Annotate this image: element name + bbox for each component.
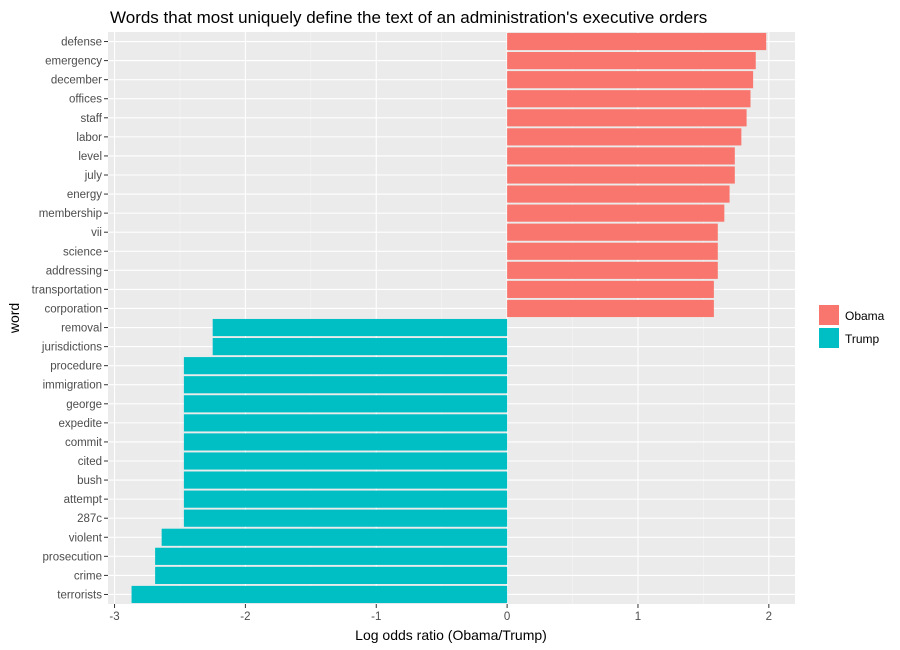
y-tick-label: energy xyxy=(67,189,102,201)
y-tick-label: corporation xyxy=(44,303,102,315)
x-tick-label: 2 xyxy=(766,611,772,623)
y-tick-label: science xyxy=(63,246,102,258)
y-tick-label: expedite xyxy=(59,418,102,430)
legend-key-trump xyxy=(819,328,839,348)
x-tick-label: -1 xyxy=(371,611,381,623)
y-tick-label: december xyxy=(51,75,102,87)
bar-level xyxy=(507,147,735,165)
x-axis: -3 -2 -1 0 1 2 xyxy=(109,604,772,623)
bar-jurisdictions xyxy=(212,338,508,356)
bar-expedite xyxy=(183,414,508,432)
bar-bush xyxy=(183,471,508,489)
bar-labor xyxy=(507,128,742,146)
bar-december xyxy=(507,71,754,89)
y-tick-label: emergency xyxy=(45,56,102,68)
bar-transportation xyxy=(507,280,714,298)
bar-procedure xyxy=(183,357,508,375)
bar-terrorists xyxy=(131,585,508,604)
y-tick-label: vii xyxy=(91,227,102,239)
x-axis-title: Log odds ratio (Obama/Trump) xyxy=(355,627,547,643)
bar-defense xyxy=(507,32,767,51)
bar-george xyxy=(183,395,508,413)
bar-corporation xyxy=(507,299,714,318)
y-tick-label: jurisdictions xyxy=(41,342,102,354)
y-tick-label: defense xyxy=(61,37,102,49)
y-tick-label: attempt xyxy=(64,494,103,506)
bar-vii xyxy=(507,223,718,241)
bar-crime xyxy=(155,566,508,584)
legend: Obama Trump xyxy=(819,305,885,348)
y-tick-label: george xyxy=(66,399,102,411)
y-tick-label: membership xyxy=(39,208,102,220)
bar-emergency xyxy=(507,52,756,70)
y-tick-label: staff xyxy=(80,113,102,125)
bars xyxy=(131,32,767,604)
legend-key-obama xyxy=(819,305,839,325)
x-tick-label: 0 xyxy=(504,611,510,623)
bar-prosecution xyxy=(155,547,508,565)
bar-cited xyxy=(183,452,508,470)
y-tick-label: july xyxy=(84,170,103,182)
y-tick-label: addressing xyxy=(46,265,102,277)
y-axis: defense emergency december offices staff labo… xyxy=(32,37,108,601)
bar-commit xyxy=(183,433,508,451)
y-tick-label: labor xyxy=(76,132,102,144)
y-tick-label: 287c xyxy=(77,513,102,525)
y-tick-label: prosecution xyxy=(43,551,102,563)
y-tick-label: offices xyxy=(69,94,102,106)
chart-title: Words that most uniquely define the text… xyxy=(110,8,707,27)
bar-addressing xyxy=(507,261,718,279)
bar-attempt xyxy=(183,490,508,508)
bar-science xyxy=(507,242,718,260)
y-tick-label: cited xyxy=(78,456,102,468)
y-tick-label: violent xyxy=(69,532,103,544)
y-tick-label: removal xyxy=(61,323,102,335)
y-axis-title: word xyxy=(6,303,22,334)
legend-label-trump: Trump xyxy=(845,332,880,346)
legend-label-obama: Obama xyxy=(845,309,885,323)
bar-staff xyxy=(507,109,747,127)
y-tick-label: crime xyxy=(74,570,102,582)
bar-removal xyxy=(212,318,508,337)
bar-287c xyxy=(183,509,508,527)
x-tick-label: -2 xyxy=(240,611,250,623)
bar-july xyxy=(507,166,735,184)
y-tick-label: commit xyxy=(65,437,103,449)
y-tick-label: transportation xyxy=(32,284,102,296)
y-tick-label: procedure xyxy=(50,361,102,373)
x-tick-label: 1 xyxy=(635,611,641,623)
bar-immigration xyxy=(183,376,508,394)
y-tick-label: terrorists xyxy=(57,589,102,601)
bar-violent xyxy=(161,528,508,546)
bar-membership xyxy=(507,204,725,222)
y-tick-label: immigration xyxy=(43,380,102,392)
y-tick-label: bush xyxy=(77,475,102,487)
bar-energy xyxy=(507,185,730,203)
y-tick-label: level xyxy=(78,151,102,163)
x-tick-label: -3 xyxy=(109,611,119,623)
plot-panel xyxy=(108,32,795,604)
bar-offices xyxy=(507,90,751,108)
